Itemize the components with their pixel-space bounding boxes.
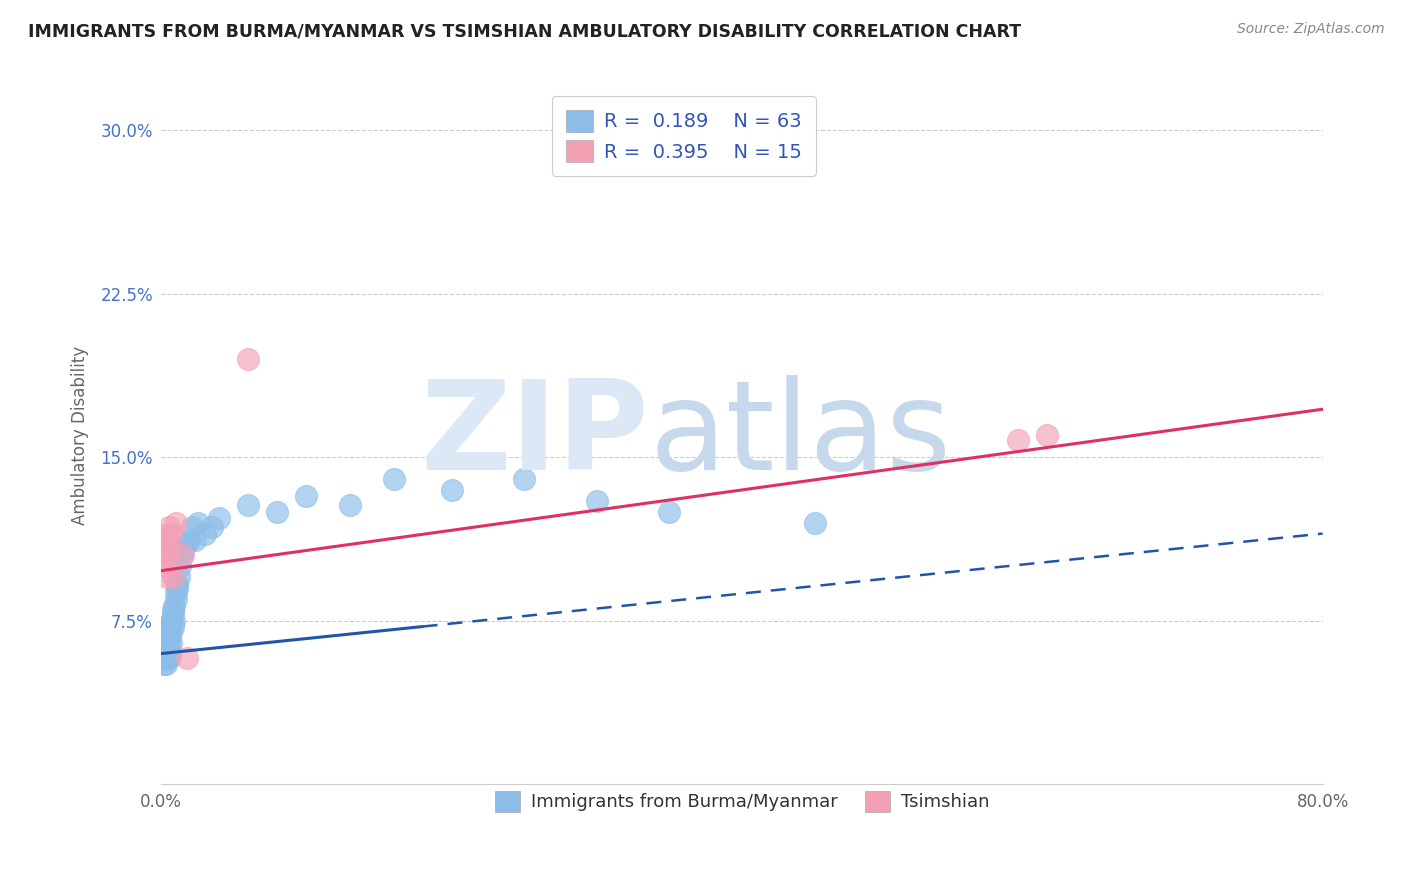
Point	[201, 520, 224, 534]
Point	[803, 516, 825, 530]
Point	[339, 498, 361, 512]
Point	[174, 537, 197, 551]
Point	[165, 585, 187, 599]
Point	[166, 576, 188, 591]
Point	[155, 640, 177, 654]
Point	[238, 498, 260, 512]
Point	[1007, 433, 1029, 447]
Point	[165, 592, 187, 607]
Point	[155, 647, 177, 661]
Point	[194, 526, 217, 541]
Point	[153, 629, 176, 643]
Point	[155, 635, 177, 649]
Text: IMMIGRANTS FROM BURMA/MYANMAR VS TSIMSHIAN AMBULATORY DISABILITY CORRELATION CHA: IMMIGRANTS FROM BURMA/MYANMAR VS TSIMSHI…	[28, 22, 1021, 40]
Point	[187, 516, 209, 530]
Point	[295, 490, 318, 504]
Point	[157, 624, 180, 639]
Point	[162, 620, 184, 634]
Point	[156, 651, 179, 665]
Point	[165, 516, 187, 530]
Point	[172, 549, 194, 563]
Point	[160, 624, 183, 639]
Point	[153, 651, 176, 665]
Point	[170, 549, 193, 563]
Point	[162, 607, 184, 622]
Point	[162, 570, 184, 584]
Point	[440, 483, 463, 497]
Point	[160, 526, 183, 541]
Point	[155, 526, 177, 541]
Point	[159, 537, 181, 551]
Point	[153, 635, 176, 649]
Point	[382, 472, 405, 486]
Point	[152, 647, 174, 661]
Point	[153, 657, 176, 672]
Point	[513, 472, 536, 486]
Text: Source: ZipAtlas.com: Source: ZipAtlas.com	[1237, 22, 1385, 37]
Legend: Immigrants from Burma/Myanmar, Tsimshian: Immigrants from Burma/Myanmar, Tsimshian	[482, 778, 1002, 824]
Point	[172, 541, 194, 556]
Point	[658, 505, 681, 519]
Point	[153, 647, 176, 661]
Point	[152, 640, 174, 654]
Point	[155, 559, 177, 574]
Point	[160, 635, 183, 649]
Point	[155, 651, 177, 665]
Y-axis label: Ambulatory Disability: Ambulatory Disability	[72, 346, 89, 525]
Point	[163, 599, 186, 613]
Point	[166, 581, 188, 595]
Point	[156, 620, 179, 634]
Point	[157, 642, 180, 657]
Point	[167, 570, 190, 584]
Point	[160, 614, 183, 628]
Point	[156, 629, 179, 643]
Point	[159, 620, 181, 634]
Point	[155, 624, 177, 639]
Point	[156, 640, 179, 654]
Point	[585, 493, 607, 508]
Point	[157, 635, 180, 649]
Point	[159, 647, 181, 661]
Point	[1036, 428, 1059, 442]
Point	[176, 651, 198, 665]
Point	[238, 352, 260, 367]
Point	[162, 603, 184, 617]
Text: atlas: atlas	[650, 375, 952, 496]
Point	[156, 570, 179, 584]
Point	[180, 520, 202, 534]
Point	[159, 629, 181, 643]
Point	[152, 642, 174, 657]
Point	[163, 614, 186, 628]
Point	[266, 505, 288, 519]
Point	[177, 533, 200, 547]
Point	[152, 549, 174, 563]
Point	[152, 635, 174, 649]
Point	[183, 533, 205, 547]
Point	[157, 549, 180, 563]
Point	[169, 559, 191, 574]
Point	[155, 657, 177, 672]
Point	[153, 537, 176, 551]
Point	[157, 520, 180, 534]
Point	[157, 651, 180, 665]
Point	[156, 647, 179, 661]
Point	[152, 651, 174, 665]
Point	[208, 511, 231, 525]
Point	[153, 642, 176, 657]
Text: ZIP: ZIP	[420, 375, 650, 496]
